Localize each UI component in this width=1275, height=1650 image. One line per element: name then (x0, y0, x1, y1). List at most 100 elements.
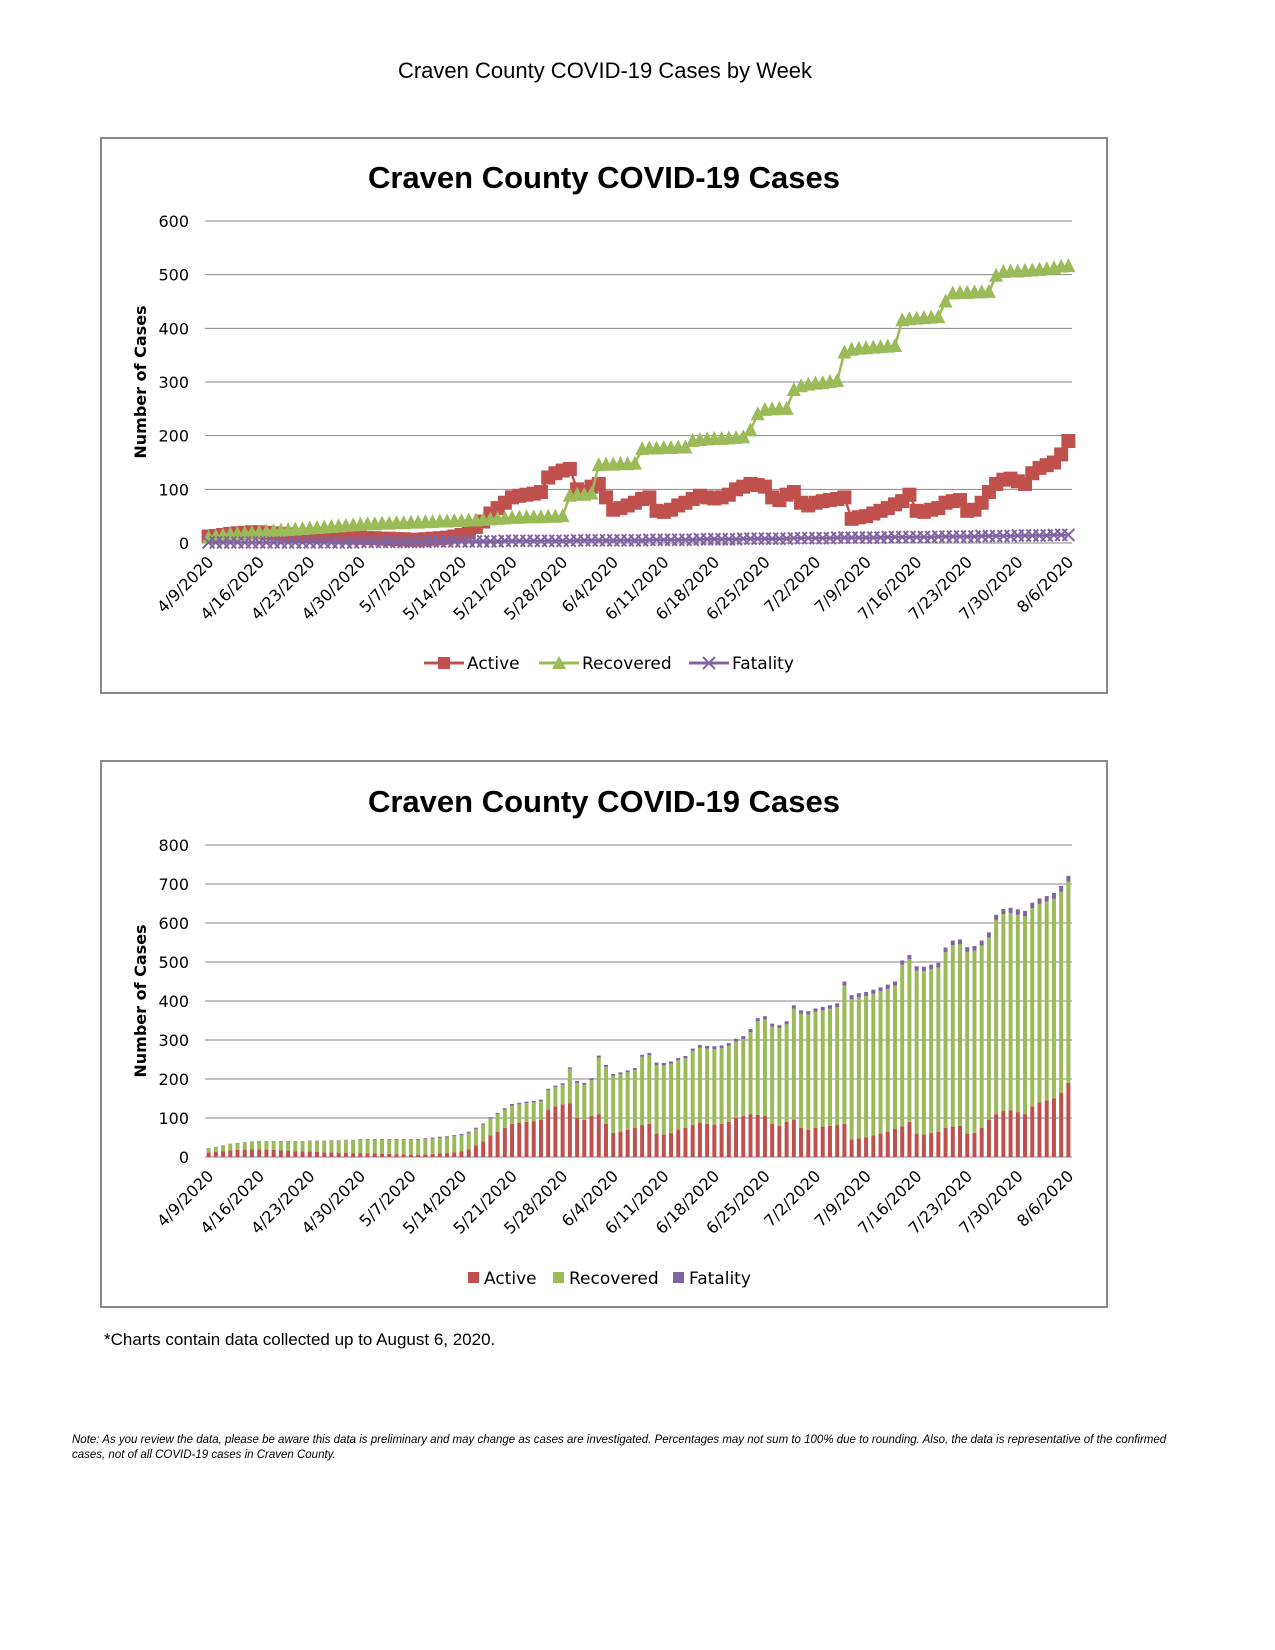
bar-active (531, 1121, 536, 1157)
bar-fatality (524, 1101, 529, 1104)
legend-label-recovered: Recovered (569, 1269, 659, 1289)
bar-recovered (893, 985, 897, 1129)
bar-active (466, 1149, 471, 1157)
bar-recovered (690, 1050, 695, 1126)
bar-recovered (654, 1064, 659, 1134)
bar-active (1001, 1110, 1006, 1157)
bar-fatality (683, 1055, 688, 1059)
bar-recovered (618, 1074, 623, 1132)
bar-active (719, 1123, 724, 1157)
bar-fatality (907, 954, 912, 960)
bar-fatality (965, 947, 970, 952)
bar-fatality (1015, 909, 1020, 915)
legend-label-recovered: Recovered (582, 654, 672, 674)
bar-active (654, 1133, 659, 1157)
bar-recovered (632, 1070, 637, 1128)
bar-recovered (835, 1007, 840, 1126)
bar-active (827, 1125, 832, 1157)
bar-fatality (719, 1045, 724, 1049)
bar-fatality (806, 1011, 811, 1015)
bar-active (387, 1153, 392, 1157)
bar-recovered (235, 1143, 240, 1150)
bar-recovered (791, 1008, 796, 1120)
bar-fatality (625, 1070, 630, 1073)
bar-recovered (1066, 881, 1071, 1083)
bar-fatality (943, 947, 948, 953)
bar-recovered (878, 991, 883, 1134)
bar-recovered (394, 1139, 399, 1155)
bar-active (582, 1119, 587, 1157)
bar-fatality (358, 1139, 363, 1140)
y-tick-label: 500 (158, 953, 189, 972)
bar-fatality (416, 1139, 421, 1140)
bar-fatality (705, 1045, 710, 1049)
line-chart: Craven County COVID-19 Cases 0 100 200 300 40… (100, 137, 1108, 694)
bar-fatality (423, 1138, 428, 1140)
bar-recovered (726, 1045, 731, 1122)
bar-recovered (1008, 912, 1013, 1111)
bar-recovered (762, 1019, 767, 1117)
bar-recovered (596, 1057, 601, 1115)
bar-active (408, 1154, 413, 1157)
bar-active (553, 1106, 558, 1157)
bar-active (257, 1149, 262, 1157)
bar-fatality (632, 1068, 637, 1071)
bar-fatality (979, 940, 984, 946)
bar-active (329, 1152, 334, 1157)
bar-active (1044, 1100, 1049, 1157)
bar-fatality (553, 1085, 558, 1088)
bar-recovered (300, 1141, 305, 1152)
bar-fatality (604, 1064, 608, 1067)
bar-recovered (445, 1137, 450, 1154)
bar-fatality (1059, 885, 1064, 892)
bar-active (604, 1123, 608, 1157)
bar-recovered (806, 1014, 811, 1130)
bar-recovered (929, 969, 934, 1133)
bar-active (380, 1153, 384, 1157)
bar-recovered (473, 1128, 478, 1146)
bar-active (647, 1123, 652, 1157)
bar-fatality (372, 1139, 377, 1140)
bar-fatality (365, 1139, 370, 1140)
bar-recovered (206, 1148, 211, 1153)
bar-recovered (719, 1048, 724, 1124)
bar-active (712, 1124, 717, 1157)
bar-fatality (380, 1139, 384, 1140)
bar-recovered (351, 1140, 356, 1154)
bar-recovered (459, 1135, 464, 1152)
bar-fatality (885, 984, 890, 989)
bar-recovered (560, 1084, 565, 1105)
bar-recovered (408, 1139, 413, 1155)
bar-recovered (437, 1137, 442, 1154)
bar-recovered (705, 1048, 710, 1124)
bar-active (871, 1135, 876, 1157)
bar-recovered (661, 1065, 666, 1135)
y-tick-label: 0 (179, 1148, 189, 1167)
recovered-marker (931, 309, 946, 324)
legend-marker-recovered (552, 656, 566, 669)
bar-active (1008, 1110, 1013, 1157)
bar-fatality (611, 1073, 616, 1076)
legend-label-fatality: Fatality (732, 654, 794, 674)
bar-active (864, 1137, 869, 1157)
bar-active (286, 1150, 291, 1157)
bar-active (546, 1109, 551, 1157)
bar-active (452, 1152, 457, 1157)
bar-recovered (669, 1063, 673, 1133)
bar-fatality (1008, 907, 1013, 913)
bar-recovered (589, 1080, 594, 1117)
bar-recovered (979, 945, 984, 1128)
bar-fatality (893, 981, 897, 986)
bar-recovered (452, 1136, 457, 1153)
bar-active (1066, 1082, 1071, 1157)
bar-active (336, 1152, 341, 1157)
bar-recovered (885, 988, 890, 1132)
bar-recovered (322, 1141, 327, 1153)
bar-fatality (1023, 910, 1028, 917)
y-tick-label: 800 (158, 836, 189, 855)
bar-active (351, 1153, 356, 1157)
bar-fatality (734, 1038, 739, 1042)
bar-active (907, 1121, 912, 1157)
bar-active (575, 1118, 580, 1157)
bar-active (632, 1127, 637, 1157)
